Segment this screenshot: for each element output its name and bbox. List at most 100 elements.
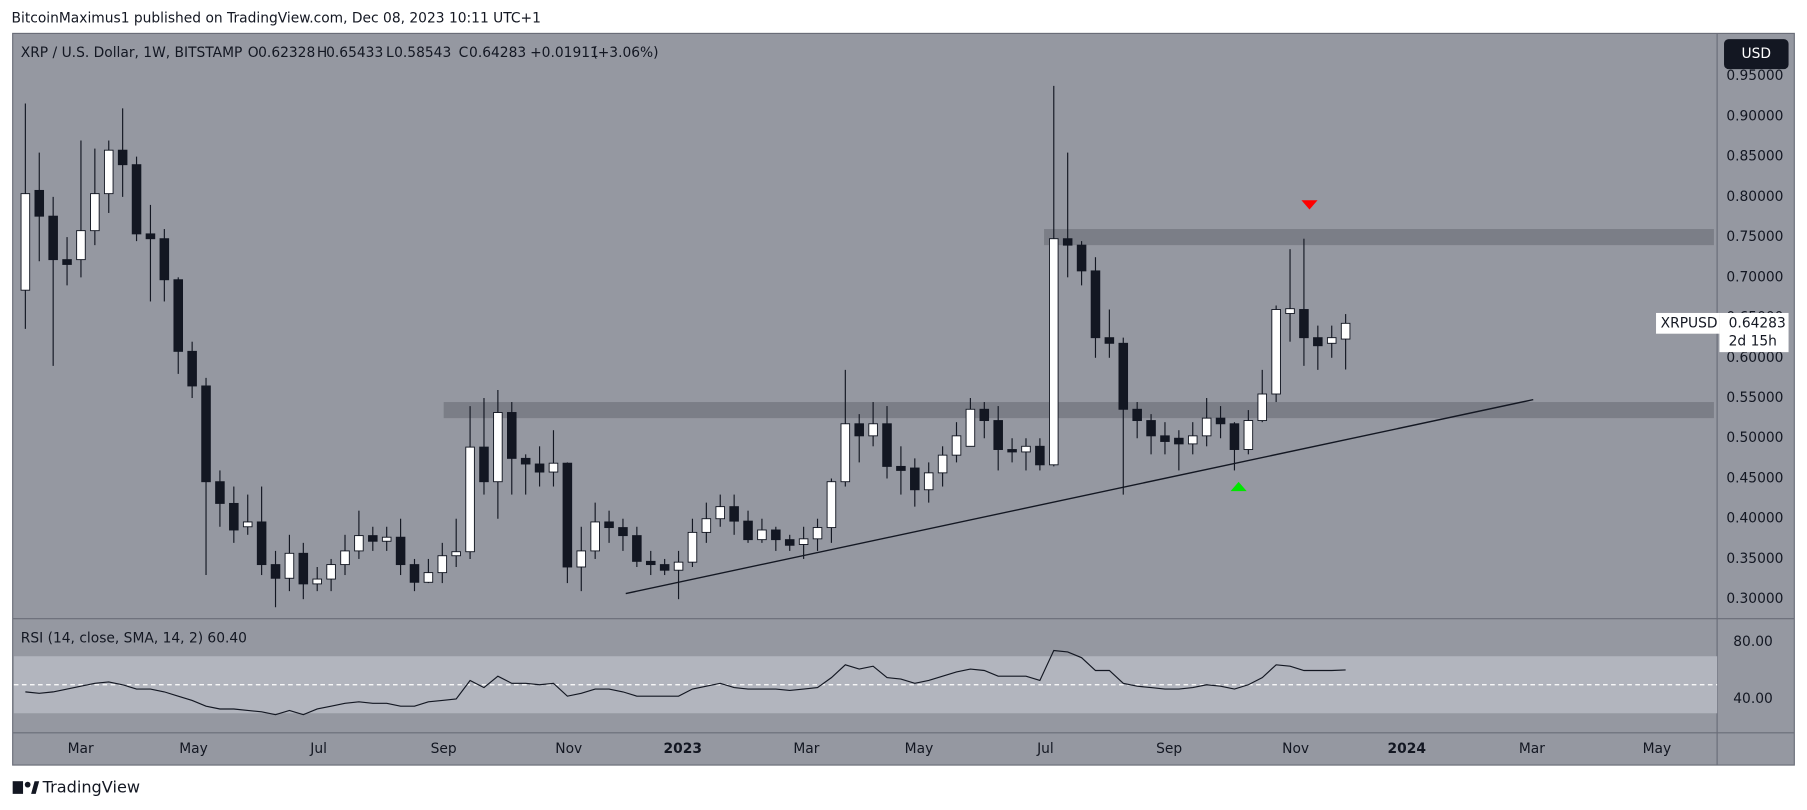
- brand: TradingView: [42, 778, 140, 797]
- candle-body-down: [520, 457, 531, 465]
- candle-body-up: [951, 435, 962, 456]
- candle-body-up: [1271, 309, 1281, 395]
- price-tag-bg: [1719, 312, 1789, 353]
- candle-body-down: [632, 535, 642, 562]
- rsi-tick-label: 80.00: [1733, 634, 1773, 650]
- candle-body-down: [159, 238, 170, 281]
- candle-body-down: [882, 423, 892, 467]
- candle-body-up: [326, 564, 336, 580]
- quote-letter: O: [248, 45, 259, 61]
- x-tick-label: Mar: [1519, 741, 1545, 757]
- candle-body-down: [117, 149, 128, 166]
- candle-body-down: [1090, 270, 1101, 339]
- x-tick-label: Nov: [555, 741, 582, 757]
- candle-body-up: [687, 531, 698, 563]
- trendline: [625, 398, 1534, 595]
- candle-body-up: [423, 572, 434, 583]
- price-zone: [443, 402, 1714, 419]
- x-tick-label: May: [905, 741, 934, 757]
- y-tick-label: 0.55000: [1726, 390, 1783, 406]
- candle-body-up: [826, 481, 837, 529]
- candle-body-up: [465, 446, 475, 553]
- candle-body-down: [896, 465, 906, 471]
- price-tag-name: XRPUSD: [1661, 315, 1718, 331]
- candle-body-up: [354, 535, 364, 552]
- candle-body-down: [1118, 342, 1129, 410]
- candle-body-up: [840, 423, 851, 483]
- candle-body-down: [910, 467, 920, 491]
- candle-body-down: [1132, 408, 1142, 422]
- chart-frame: [12, 32, 1795, 766]
- candle-body-up: [103, 149, 114, 195]
- candle-body-down: [215, 481, 225, 504]
- candle-body-down: [270, 564, 281, 579]
- candle-body-down: [1215, 417, 1226, 425]
- chart-layer: 0.30000 0.35000 0.40000 0.45000 0.50000 0.550…: [13, 45, 1789, 757]
- tradingview-logo: TradingView: [12, 778, 140, 797]
- candle-body-up: [451, 551, 461, 557]
- y-tick-label: 0.80000: [1726, 189, 1783, 205]
- candle-body-up: [1201, 417, 1212, 437]
- candle-body-up: [715, 506, 726, 520]
- candle-body-down: [534, 463, 545, 473]
- candle-body-up: [312, 578, 322, 585]
- candle-body-down: [729, 506, 739, 522]
- quote-letter: L: [386, 45, 394, 61]
- candle-body-down: [145, 233, 156, 240]
- candle-body-down: [743, 520, 753, 541]
- candle-body-down: [659, 564, 670, 571]
- quote-value: 0.62328: [258, 45, 315, 61]
- candle-body-down: [298, 552, 309, 585]
- candle-body-up: [757, 529, 767, 541]
- candle-body-down: [368, 535, 378, 542]
- price-tag-value: 0.64283: [1729, 315, 1786, 331]
- candle-body-down: [1007, 449, 1017, 453]
- rsi-line: [25, 649, 1346, 716]
- y-tick-label: 0.50000: [1726, 430, 1783, 446]
- x-tick-label: Jul: [1036, 741, 1054, 757]
- quote-letter: C: [459, 45, 469, 61]
- candle-body-down: [993, 420, 1003, 450]
- candle-body-up: [242, 521, 253, 528]
- x-tick-label: Mar: [68, 741, 94, 757]
- candle-body-up: [76, 230, 86, 261]
- publish-info: BitcoinMaximus1 published on TradingView…: [12, 10, 541, 26]
- arrow-marker: [1230, 481, 1247, 492]
- y-tick-label: 0.45000: [1726, 470, 1783, 486]
- y-tick-label: 0.90000: [1726, 108, 1783, 124]
- change: +0.01911: [530, 45, 599, 61]
- x-tick-label: Mar: [793, 741, 819, 757]
- candle-body-down: [1146, 420, 1156, 437]
- candle-body-up: [493, 412, 503, 483]
- y-tick-label: 0.75000: [1726, 229, 1783, 245]
- candle-body-down: [1313, 337, 1323, 347]
- candle-body-up: [812, 527, 823, 540]
- currency-button[interactable]: [1724, 39, 1789, 70]
- candle-body-down: [34, 189, 45, 217]
- quote-value: 0.58543: [394, 45, 451, 61]
- candle-body-down: [187, 350, 197, 387]
- change-percent: (+3.06%): [592, 45, 658, 61]
- currency-label[interactable]: USD: [1742, 46, 1772, 62]
- x-tick-label: Jul: [309, 741, 327, 757]
- candle-body-down: [201, 385, 211, 483]
- candle-body-down: [604, 521, 614, 529]
- price-zone: [1044, 229, 1714, 246]
- candle-body-up: [284, 552, 295, 579]
- rsi-tick-label: 40.00: [1733, 691, 1773, 707]
- candle-body-up: [923, 472, 934, 491]
- candle-body-up: [90, 193, 100, 232]
- candle-body-up: [1285, 308, 1295, 314]
- candle-body-down: [1299, 309, 1309, 339]
- arrow-marker: [1301, 200, 1318, 210]
- candle-body-up: [965, 408, 976, 447]
- candle-body-down: [854, 423, 864, 437]
- candle-body-down: [48, 215, 58, 261]
- candle-body-down: [1229, 423, 1240, 450]
- x-tick-label: Nov: [1282, 741, 1309, 757]
- candle-body-down: [562, 462, 573, 568]
- candle-body-down: [1160, 435, 1170, 442]
- candle-body-up: [1049, 238, 1059, 466]
- y-tick-label: 0.85000: [1726, 149, 1783, 165]
